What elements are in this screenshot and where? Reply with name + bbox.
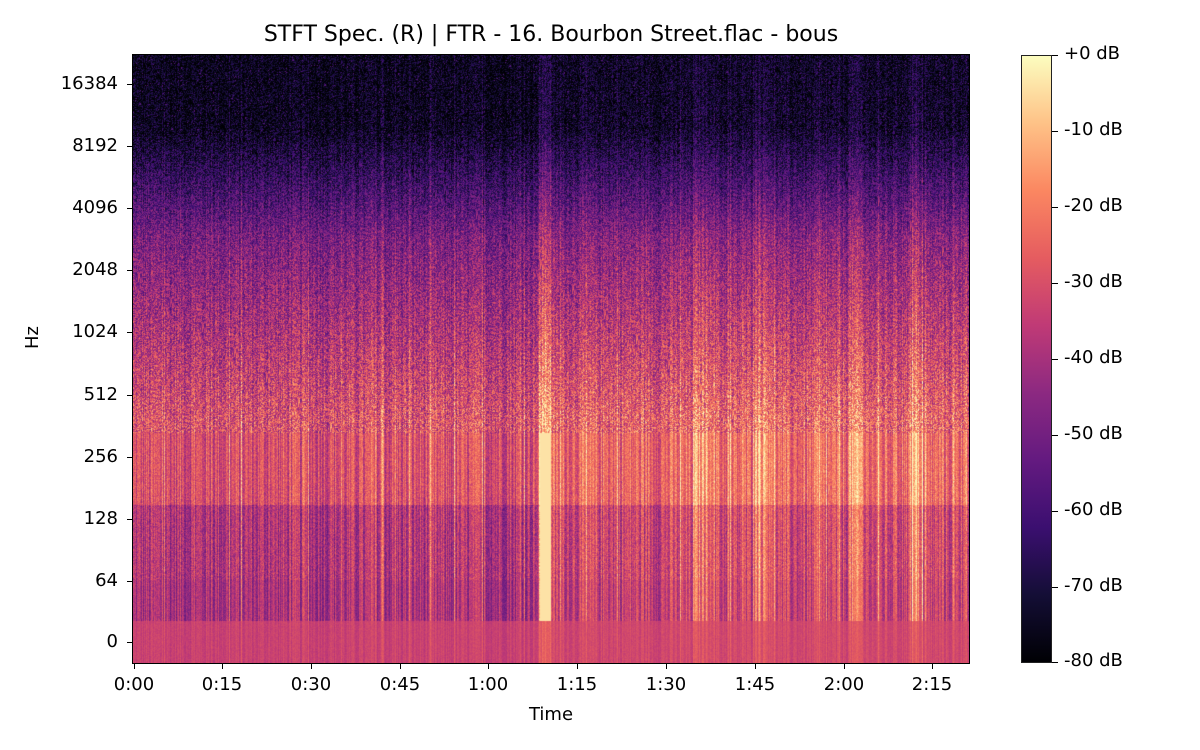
x-tick-mark [222,663,223,669]
x-tick-mark [311,663,312,669]
x-tick-label: 0:15 [201,674,243,695]
colorbar [1021,55,1052,663]
y-tick-label: 4096 [72,197,118,218]
y-tick-label: 256 [83,446,118,467]
y-tick-label: 0 [106,631,118,652]
colorbar-tick-mark [1052,283,1058,284]
colorbar-tick-label: -40 dB [1064,347,1123,368]
y-tick-mark [127,395,133,396]
chart-title: STFT Spec. (R) | FTR - 16. Bourbon Stree… [263,22,839,47]
y-tick-mark [127,519,133,520]
x-tick-mark [488,663,489,669]
colorbar-tick-label: -50 dB [1064,423,1123,444]
x-tick-mark [577,663,578,669]
x-tick-label: 0:00 [113,674,155,695]
spectrogram-plot [133,55,969,663]
x-tick-label: 2:00 [823,674,865,695]
x-tick-label: 1:15 [556,674,598,695]
x-tick-label: 0:45 [379,674,421,695]
x-tick-mark [755,663,756,669]
colorbar-tick-label: -30 dB [1064,271,1123,292]
y-tick-label: 128 [83,508,118,529]
y-tick-mark [127,457,133,458]
y-tick-mark [127,84,133,85]
y-axis-title: Hz [22,326,43,349]
colorbar-tick-label: -60 dB [1064,499,1123,520]
colorbar-tick-mark [1052,435,1058,436]
colorbar-tick-mark [1052,55,1058,56]
y-tick-label: 64 [95,570,118,591]
x-tick-mark [932,663,933,669]
y-tick-mark [127,270,133,271]
colorbar-tick-mark [1052,587,1058,588]
colorbar-tick-label: -20 dB [1064,195,1123,216]
y-tick-mark [127,642,133,643]
y-tick-mark [127,332,133,333]
y-tick-label: 8192 [72,135,118,156]
y-tick-label: 2048 [72,259,118,280]
y-tick-mark [127,208,133,209]
y-tick-label: 16384 [60,73,118,94]
x-tick-label: 1:30 [645,674,687,695]
colorbar-tick-label: -80 dB [1064,650,1123,671]
colorbar-tick-mark [1052,207,1058,208]
y-tick-mark [127,581,133,582]
colorbar-tick-label: -70 dB [1064,575,1123,596]
x-tick-mark [844,663,845,669]
y-tick-mark [127,146,133,147]
colorbar-tick-mark [1052,131,1058,132]
x-tick-label: 1:45 [734,674,776,695]
colorbar-tick-mark [1052,511,1058,512]
colorbar-tick-label: -10 dB [1064,119,1123,140]
colorbar-tick-mark [1052,662,1058,663]
y-tick-label: 512 [83,384,118,405]
y-tick-label: 1024 [72,321,118,342]
x-tick-mark [400,663,401,669]
x-tick-label: 1:00 [467,674,509,695]
x-axis-title: Time [528,704,574,725]
plot-frame [132,54,970,664]
x-tick-label: 2:15 [911,674,953,695]
x-tick-mark [134,663,135,669]
x-tick-label: 0:30 [290,674,332,695]
colorbar-tick-label: +0 dB [1064,43,1121,64]
colorbar-tick-mark [1052,359,1058,360]
x-tick-mark [666,663,667,669]
